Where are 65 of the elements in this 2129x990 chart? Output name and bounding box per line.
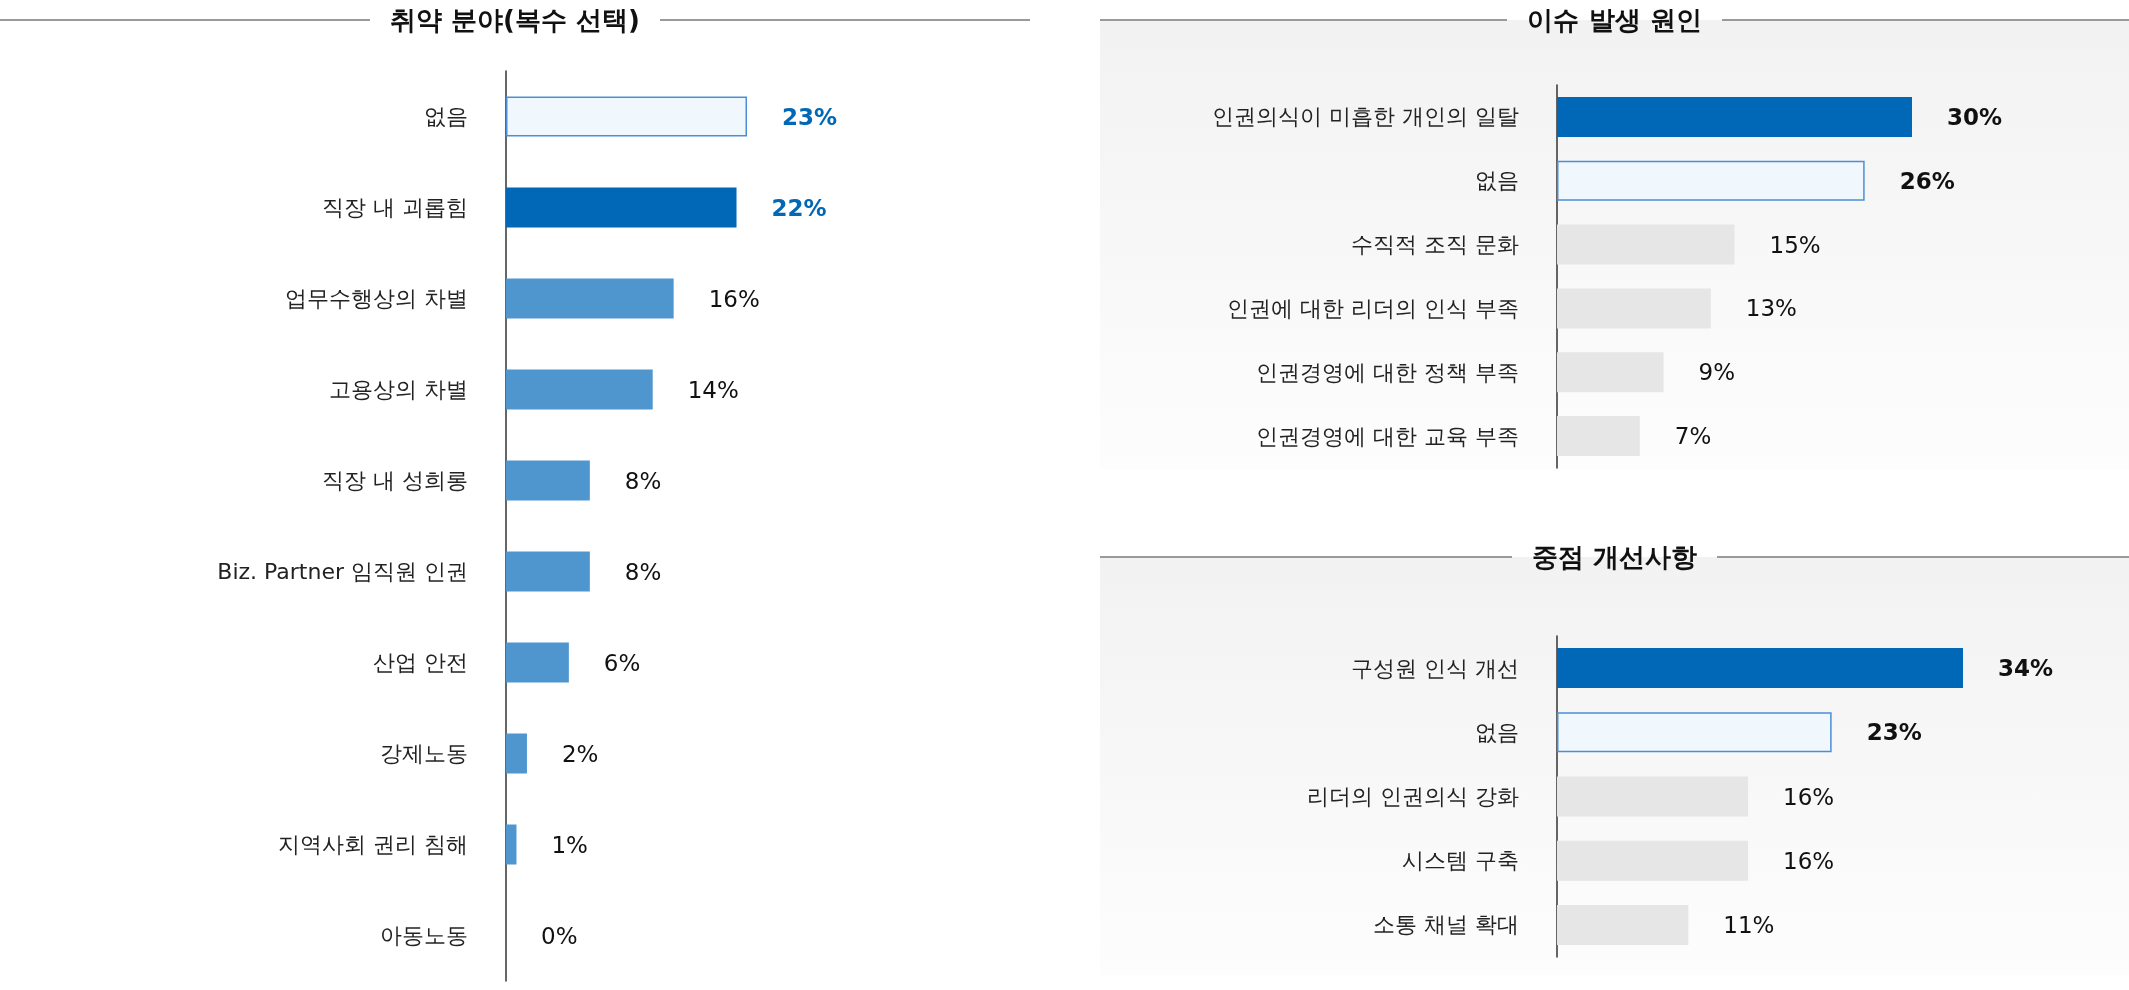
y-tick-label: 없음 [1475,719,1519,745]
bar [506,278,674,319]
bar [506,460,590,501]
data-label: 9% [1698,359,1735,386]
y-tick-label: 인권의식이 미흡한 개인의 일탈 [1212,104,1519,130]
bar [506,642,569,683]
y-tick-label: 구성원 인식 개선 [1351,655,1519,681]
y-tick-label: 직장 내 괴롭힘 [322,195,468,220]
y-tick-label: 없음 [1475,168,1519,194]
data-label: 1% [551,831,588,858]
bar [1557,160,1865,201]
data-label: 22% [771,194,827,221]
data-label: 15% [1769,231,1821,258]
bar [506,551,590,592]
bar [1557,352,1664,393]
data-label: 34% [1998,655,2054,682]
bar [506,369,653,410]
y-tick-label: 업무수행상의 차별 [285,286,468,311]
data-label: 11% [1723,911,1775,938]
data-label: 13% [1745,295,1797,322]
chart-title: 취약 분야(복수 선택) [389,3,641,37]
data-label: 2% [561,740,599,767]
data-label: 8% [624,467,662,494]
y-tick-label: 인권에 대한 리더의 인식 부족 [1227,295,1519,321]
data-label: 6% [603,649,641,676]
y-tick-label: 리더의 인권의식 강화 [1307,784,1519,809]
y-tick-label: 소통 채널 확대 [1373,912,1519,938]
bar [1557,840,1749,881]
y-tick-label: 산업 안전 [373,650,468,675]
y-tick-label: 고용상의 차별 [329,377,468,402]
data-label: 16% [1783,847,1835,874]
chart-title: 이슈 발생 원인 [1526,3,1703,37]
data-label: 16% [708,285,760,312]
bar [506,824,517,865]
bar [506,733,527,774]
y-tick-label: 인권경영에 대한 정책 부족 [1256,359,1519,385]
data-label: 0% [541,922,578,949]
data-label: 14% [687,376,739,403]
y-tick-label: 강제노동 [380,741,468,766]
bar [1557,288,1711,329]
bar [1557,776,1749,817]
y-tick-label: Biz. Partner 임직원 인권 [217,559,468,584]
data-label: 7% [1674,423,1712,450]
bar [506,187,737,228]
bar [506,96,747,137]
y-tick-label: 지역사회 권리 침해 [278,832,468,857]
chart-title: 중점 개선사항 [1530,540,1699,574]
bar [1557,96,1912,137]
bar [1557,224,1735,265]
data-label: 23% [782,103,838,130]
bar [1557,648,1963,689]
data-label: 30% [1947,103,2003,130]
y-tick-label: 직장 내 성희롱 [322,468,468,493]
y-tick-label: 인권경영에 대한 교육 부족 [1256,423,1519,449]
bar [1557,904,1689,945]
y-tick-label: 시스템 구축 [1402,848,1519,874]
data-label: 16% [1783,783,1835,810]
bar [1557,416,1640,457]
data-label: 26% [1899,167,1955,194]
data-label: 8% [624,558,662,585]
y-tick-label: 아동노동 [380,923,468,948]
data-label: 23% [1866,719,1922,746]
y-tick-label: 수직적 조직 문화 [1351,232,1519,258]
y-tick-label: 없음 [424,104,468,129]
bar [1557,712,1832,753]
